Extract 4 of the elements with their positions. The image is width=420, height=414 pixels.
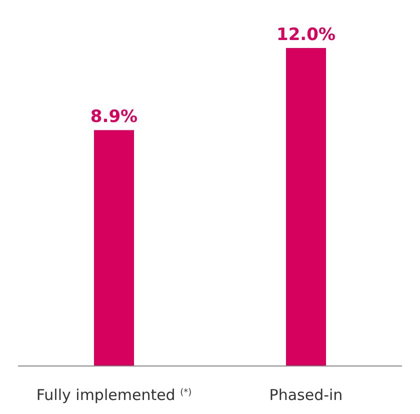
x-tick-label: Phased-in <box>269 386 343 404</box>
x-tick-label: Fully implemented $^{(*)}$ <box>36 386 192 404</box>
data-label: 12.0% <box>276 25 336 45</box>
data-label: 8.9% <box>90 107 138 128</box>
